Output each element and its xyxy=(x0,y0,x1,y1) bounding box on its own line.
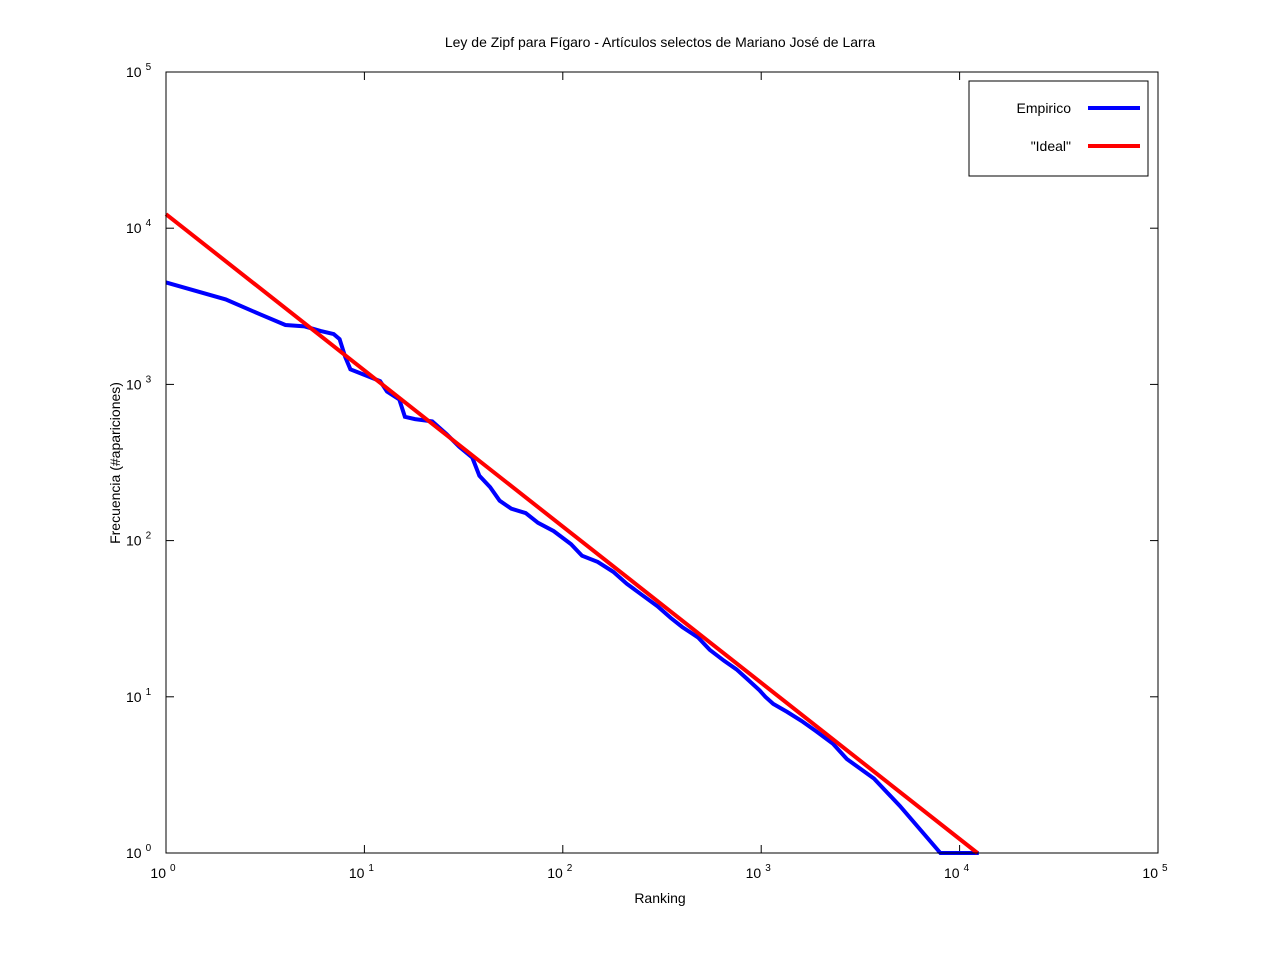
y-axis-label: Frecuencia (#apariciones) xyxy=(107,382,123,544)
y-tick-label: 10 5 xyxy=(126,62,152,80)
x-tick-label: 10 3 xyxy=(746,863,772,881)
axis-ticks: 10 0 10 1 10 2 10 3 10 4 10 5 10 0 10 1 10 2 10 3 10 4 10 5 xyxy=(126,62,1168,881)
chart-title: Ley de Zipf para Fígaro - Artículos sele… xyxy=(445,34,876,50)
y-tick-label: 10 2 xyxy=(126,531,152,549)
series-line-0 xyxy=(165,280,979,855)
x-axis-label: Ranking xyxy=(634,890,685,906)
series-line-1 xyxy=(164,212,979,855)
x-tick-label: 10 4 xyxy=(944,863,970,881)
x-tick-label: 10 1 xyxy=(349,863,375,881)
y-tick-label: 10 1 xyxy=(126,687,152,705)
plot-series xyxy=(164,212,979,855)
y-tick-label: 10 0 xyxy=(126,843,152,861)
legend-label-empirico: Empirico xyxy=(1017,100,1072,116)
legend: Empirico "Ideal" xyxy=(968,80,1149,177)
plot-frame xyxy=(165,71,1159,854)
legend-box xyxy=(968,80,1149,177)
y-tick-label: 10 3 xyxy=(126,374,152,392)
legend-label-ideal: "Ideal" xyxy=(1031,138,1071,154)
x-tick-label: 10 5 xyxy=(1142,863,1168,881)
y-tick-label: 10 4 xyxy=(126,218,152,236)
x-tick-label: 10 2 xyxy=(547,863,573,881)
x-tick-label: 10 0 xyxy=(150,863,176,881)
